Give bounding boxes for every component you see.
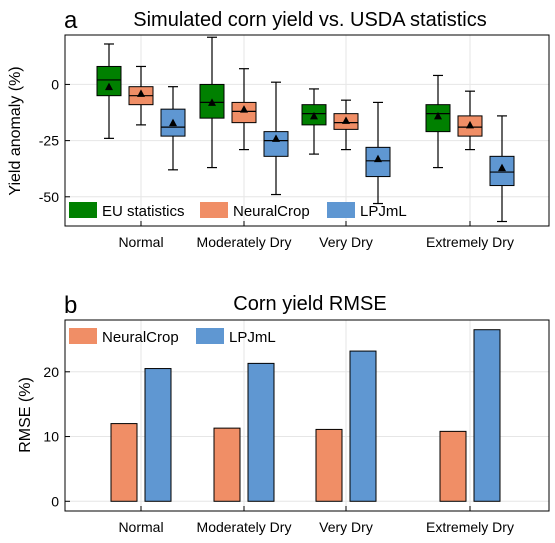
panel-b-y-ticks: 0 10 20 [43, 364, 70, 509]
panel-b-x-ticks: Normal Moderately Dry Very Dry Extremely Dr… [118, 506, 514, 535]
panel-b-rmse-bar-chart: b Corn yield RMSE RMSE (%) 0 10 20 Normal M… [17, 292, 550, 535]
y-tick-label: -25 [39, 133, 59, 149]
legend-label: EU statistics [102, 203, 185, 220]
legend-label: LPJmL [360, 203, 407, 220]
box-neuralcrop-extremely-dry [457, 90, 483, 151]
x-tick-label-normal: Normal [118, 519, 163, 535]
mean-marker [137, 89, 145, 97]
box-iqr [96, 65, 122, 97]
legend-swatch [69, 328, 97, 344]
box-neuralcrop-very-dry [333, 99, 359, 151]
panel-a-yield-anomaly-boxplot: a Simulated corn yield vs. USDA statisti… [7, 7, 550, 250]
legend-swatch [196, 328, 224, 344]
mean-marker [240, 105, 248, 113]
box-lpjml-extremely-dry [489, 115, 515, 223]
panel-b-y-axis-label: RMSE (%) [17, 377, 34, 453]
box-eu-statistics-extremely-dry [425, 74, 451, 169]
panel-b-frame [64, 319, 550, 512]
legend-label: NeuralCrop [102, 329, 179, 346]
bar-neuralcrop-moderately-dry [213, 427, 241, 502]
box-lpjml-very-dry [365, 101, 391, 205]
legend-swatch [327, 202, 355, 218]
mean-marker [208, 98, 216, 106]
panel-b-letter: b [64, 292, 77, 319]
legend-item-eu-statistics: EU statistics [69, 202, 185, 220]
legend-label: LPJmL [229, 329, 276, 346]
mean-marker [434, 111, 442, 120]
mean-marker [272, 134, 280, 142]
legend-swatch [200, 202, 228, 218]
x-tick-label-normal: Normal [118, 234, 163, 250]
bar-lpjml-very-dry [349, 350, 377, 502]
mean-marker [342, 116, 350, 124]
x-tick-label-very-dry: Very Dry [319, 519, 373, 535]
x-tick-label-extremely-dry: Extremely Dry [426, 234, 514, 250]
y-tick-label: 0 [51, 493, 59, 509]
legend-item-neuralcrop: NeuralCrop [69, 328, 179, 346]
bar-neuralcrop-normal [110, 423, 138, 502]
panel-b-legend: NeuralCrop LPJmL [69, 328, 276, 346]
mean-marker [169, 118, 177, 127]
mean-marker [310, 111, 318, 120]
legend-label: NeuralCrop [233, 203, 310, 220]
box-eu-statistics-very-dry [301, 88, 327, 155]
y-tick-label: 10 [43, 429, 59, 445]
panel-a-frame [64, 34, 550, 227]
bar-lpjml-extremely-dry [473, 329, 501, 502]
panel-b-title: Corn yield RMSE [233, 293, 386, 315]
box-eu-statistics-moderately-dry [199, 36, 225, 169]
legend-item-lpjml: LPJmL [196, 328, 276, 346]
box-neuralcrop-moderately-dry [231, 68, 257, 151]
x-tick-label-very-dry: Very Dry [319, 234, 373, 250]
y-tick-label: 20 [43, 364, 59, 380]
bar-lpjml-moderately-dry [247, 362, 275, 502]
panel-b-bars [110, 329, 501, 502]
x-tick-label-moderately-dry: Moderately Dry [197, 519, 292, 535]
mean-marker [105, 82, 113, 91]
box-lpjml-normal [160, 86, 186, 171]
panel-a-x-ticks: Normal Moderately Dry Very Dry Extremely Dr… [118, 221, 514, 250]
box-lpjml-moderately-dry [263, 81, 289, 196]
x-tick-label-extremely-dry: Extremely Dry [426, 519, 514, 535]
y-tick-label: -50 [39, 189, 59, 205]
panel-a-y-axis-label: Yield anomaly (%) [7, 66, 24, 195]
bar-lpjml-normal [144, 368, 172, 502]
legend-item-neuralcrop: NeuralCrop [200, 202, 310, 220]
panel-a-y-ticks: 0 -25 -50 [39, 76, 70, 205]
bar-neuralcrop-very-dry [315, 428, 343, 502]
x-tick-label-moderately-dry: Moderately Dry [197, 234, 292, 250]
bar-neuralcrop-extremely-dry [439, 430, 467, 502]
panel-a-title: Simulated corn yield vs. USDA statistics [133, 9, 486, 31]
panel-a-letter: a [64, 7, 78, 34]
panel-a-boxes [96, 36, 515, 223]
mean-marker [466, 120, 474, 129]
y-tick-label: 0 [51, 76, 59, 92]
mean-marker [498, 163, 506, 172]
box-iqr [199, 83, 225, 119]
legend-swatch [69, 202, 97, 218]
box-eu-statistics-normal [96, 43, 122, 139]
mean-marker [374, 154, 382, 163]
box-neuralcrop-normal [128, 65, 154, 126]
panel-a-legend: EU statistics NeuralCrop LPJmL [69, 202, 407, 220]
legend-item-lpjml: LPJmL [327, 202, 407, 220]
